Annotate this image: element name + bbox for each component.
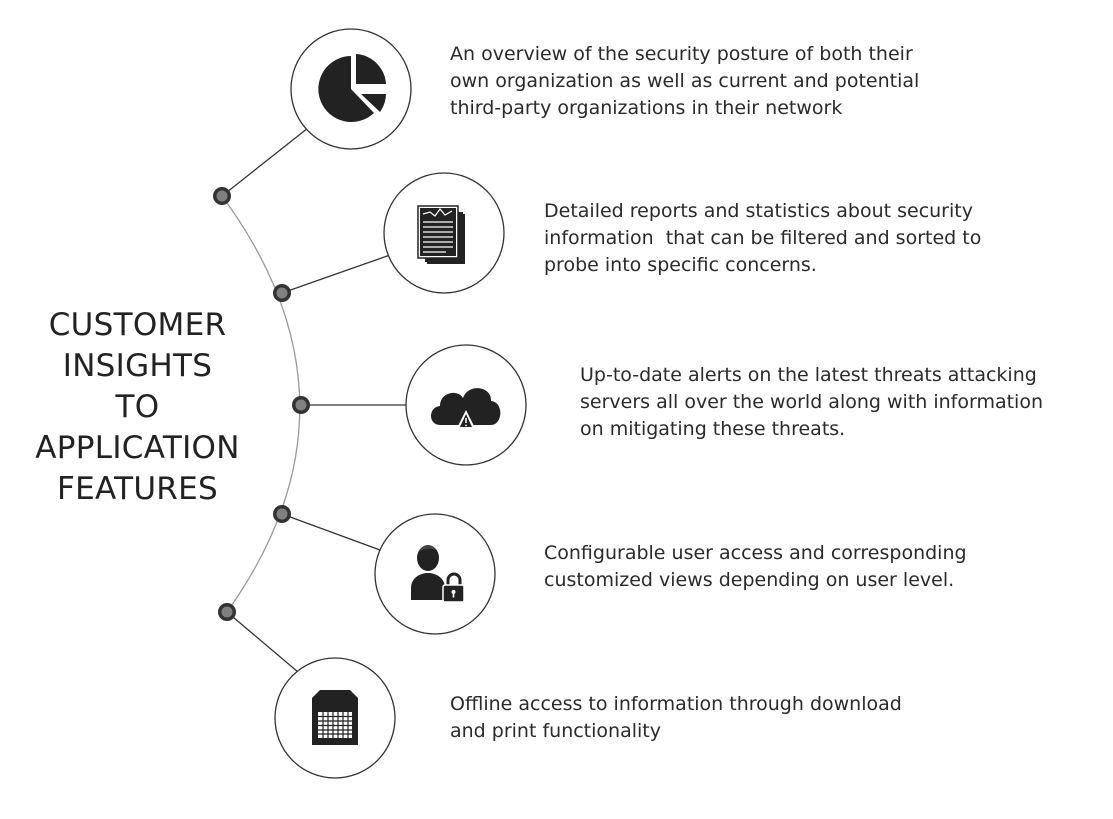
feature-2-line-2: information that can be filtered and sor… [544, 227, 982, 249]
feature-5-line-2: and print functionality [450, 720, 661, 742]
pie-chart-icon [318, 54, 386, 122]
feature-2-line-1: Detailed reports and statistics about se… [544, 200, 973, 222]
connector-4 [281, 513, 381, 551]
feature-2-line-3: probe into specific concerns. [544, 254, 817, 276]
feature-4-line-2: customized views depending on user level… [544, 569, 955, 591]
connector-5 [226, 611, 299, 673]
connector-1 [221, 127, 309, 197]
feature-1-line-2: own organization as well as current and … [450, 70, 920, 92]
timeline-node-2 [273, 284, 291, 302]
feature-5-line-1: Offline access to information through do… [450, 693, 902, 715]
feature-description-1: An overview of the security posture of b… [450, 41, 919, 122]
title-line-4: APPLICATION [35, 430, 240, 466]
cloud-alert-icon [431, 388, 501, 430]
feature-3-line-2: servers all over the world along with in… [580, 391, 1044, 413]
report-documents-icon [417, 205, 465, 264]
title-line-3: TO [115, 389, 160, 425]
feature-1-line-3: third-party organizations in their netwo… [450, 97, 843, 119]
user-lock-icon [411, 544, 465, 603]
feature-3-line-1: Up-to-date alerts on the latest threats … [580, 364, 1037, 386]
feature-description-2: Detailed reports and statistics about se… [544, 198, 981, 279]
feature-4-line-1: Configurable user access and correspondi… [544, 542, 967, 564]
title-line-5: FEATURES [56, 471, 219, 507]
connector-2 [281, 254, 391, 294]
title-line-1: CUSTOMER [48, 307, 227, 343]
timeline-node-3 [292, 396, 310, 414]
icon-circle-4 [374, 513, 496, 635]
spreadsheet-file-icon [312, 690, 358, 745]
feature-1-line-1: An overview of the security posture of b… [450, 43, 913, 65]
feature-description-5: Offline access to information through do… [450, 691, 902, 745]
timeline-node-4 [273, 505, 291, 523]
timeline-node-5 [218, 603, 236, 621]
timeline-node-1 [213, 187, 231, 205]
feature-description-3: Up-to-date alerts on the latest threats … [580, 362, 1043, 443]
feature-description-4: Configurable user access and correspondi… [544, 540, 967, 594]
feature-3-line-3: on mitigating these threats. [580, 418, 846, 440]
diagram-title: CUSTOMER INSIGHTS TO APPLICATION FEATURE… [10, 305, 265, 510]
title-line-2: INSIGHTS [62, 348, 213, 384]
